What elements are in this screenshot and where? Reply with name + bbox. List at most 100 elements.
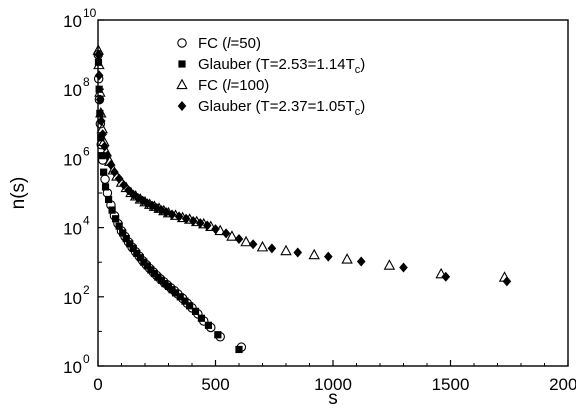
- legend-label-part: ): [360, 56, 365, 73]
- data-point: [124, 185, 133, 196]
- data-points: [92, 44, 512, 354]
- y-tick-exponent: 8: [83, 75, 90, 89]
- data-point: [95, 94, 105, 105]
- data-point: [188, 216, 198, 227]
- y-tick-exponent: 10: [83, 6, 97, 20]
- legend-label-part: l: [227, 35, 231, 52]
- x-axis: 0 500 1000 1500 2000: [93, 360, 576, 394]
- x-tick-label: 500: [201, 375, 229, 394]
- y-tick-label: 10 10: [63, 6, 97, 31]
- data-point: [94, 70, 104, 81]
- data-point: [96, 109, 104, 117]
- data-point: [110, 167, 119, 178]
- legend-label-part: ): [360, 98, 365, 115]
- data-point: [97, 133, 105, 142]
- y-tick-base: 10: [63, 358, 82, 377]
- legend-label-part: FC (: [198, 35, 227, 52]
- data-point: [214, 331, 222, 339]
- data-point: [161, 207, 171, 218]
- data-point: [143, 262, 151, 270]
- legend-label: Glauber (T=2.53=1.14Tc): [198, 56, 365, 76]
- y-tick-exponent: 6: [83, 144, 90, 158]
- legend-label-part: =100): [231, 77, 270, 94]
- data-point: [147, 266, 155, 274]
- y-tick-label: 10 6: [63, 144, 90, 169]
- legend-marker: [177, 38, 187, 48]
- x-axis-label: s: [328, 388, 338, 409]
- y-tick-exponent: 0: [83, 352, 90, 366]
- legend-marker: [176, 78, 188, 90]
- data-point: [167, 209, 177, 220]
- legend-entry: Glauber (T=2.53=1.14Tc): [178, 56, 365, 76]
- data-point: [221, 228, 231, 239]
- data-point: [100, 168, 108, 176]
- y-tick-base: 10: [63, 220, 82, 239]
- data-point: [103, 150, 112, 161]
- data-point: [119, 180, 129, 191]
- data-point: [234, 233, 244, 244]
- data-point: [94, 58, 103, 66]
- x-tick-label: 1500: [432, 375, 470, 394]
- legend-label-part: l: [227, 77, 231, 94]
- y-tick-label: 10 4: [63, 214, 90, 239]
- data-point: [256, 240, 269, 252]
- data-point: [191, 307, 200, 315]
- legend-entry: Glauber (T=2.37=1.05Tc): [177, 98, 365, 118]
- data-point: [93, 58, 105, 70]
- data-point: [195, 218, 205, 229]
- legend-label-part: Glauber (T=2.37=1.05T: [198, 98, 355, 115]
- data-point: [174, 211, 184, 222]
- data-point: [106, 159, 116, 170]
- data-point: [181, 297, 189, 305]
- data-point: [115, 222, 123, 230]
- data-point: [204, 321, 213, 329]
- data-point: [147, 200, 157, 211]
- data-point: [136, 254, 144, 262]
- series-4: [94, 49, 512, 287]
- data-point: [138, 195, 147, 206]
- data-point: [133, 192, 143, 203]
- data-point: [435, 267, 447, 279]
- series-3: [92, 44, 511, 282]
- data-point: [308, 248, 320, 260]
- data-point: [356, 256, 366, 267]
- y-tick-label: 10 8: [63, 75, 90, 100]
- data-point: [441, 271, 451, 282]
- y-tick-label: 10 0: [63, 352, 90, 377]
- legend-marker: [178, 60, 186, 68]
- series-2: [94, 58, 243, 354]
- legend-label: FC (l=50): [198, 35, 261, 52]
- data-point: [248, 239, 258, 250]
- legend-label: FC (l=100): [198, 77, 269, 94]
- data-point: [280, 244, 292, 256]
- x-tick-label: 2000: [549, 375, 576, 394]
- data-point: [502, 276, 512, 287]
- y-axis-label: n(s): [8, 177, 29, 210]
- data-point: [181, 213, 191, 224]
- data-point: [240, 235, 252, 247]
- data-point: [186, 302, 194, 310]
- y-tick-base: 10: [63, 289, 82, 308]
- data-point: [100, 141, 109, 152]
- data-point: [202, 220, 212, 231]
- legend-label: Glauber (T=2.37=1.05Tc): [198, 98, 365, 118]
- data-point: [108, 206, 116, 214]
- data-point: [176, 293, 184, 301]
- y-tick-base: 10: [63, 81, 82, 100]
- legend-entry: FC (l=100): [176, 77, 269, 94]
- y-tick-base: 10: [63, 12, 82, 31]
- data-point: [140, 258, 148, 266]
- data-point: [96, 116, 106, 127]
- data-point: [341, 253, 353, 264]
- data-point: [267, 243, 277, 254]
- data-point: [324, 251, 333, 262]
- data-point: [126, 240, 134, 248]
- legend-marker: [177, 101, 187, 111]
- legend-label-part: c: [355, 106, 361, 118]
- y-tick-exponent: 2: [83, 283, 90, 297]
- data-point: [399, 262, 408, 273]
- legend-label-part: Glauber (T=2.53=1.14T: [198, 56, 355, 73]
- series-1: [93, 49, 247, 352]
